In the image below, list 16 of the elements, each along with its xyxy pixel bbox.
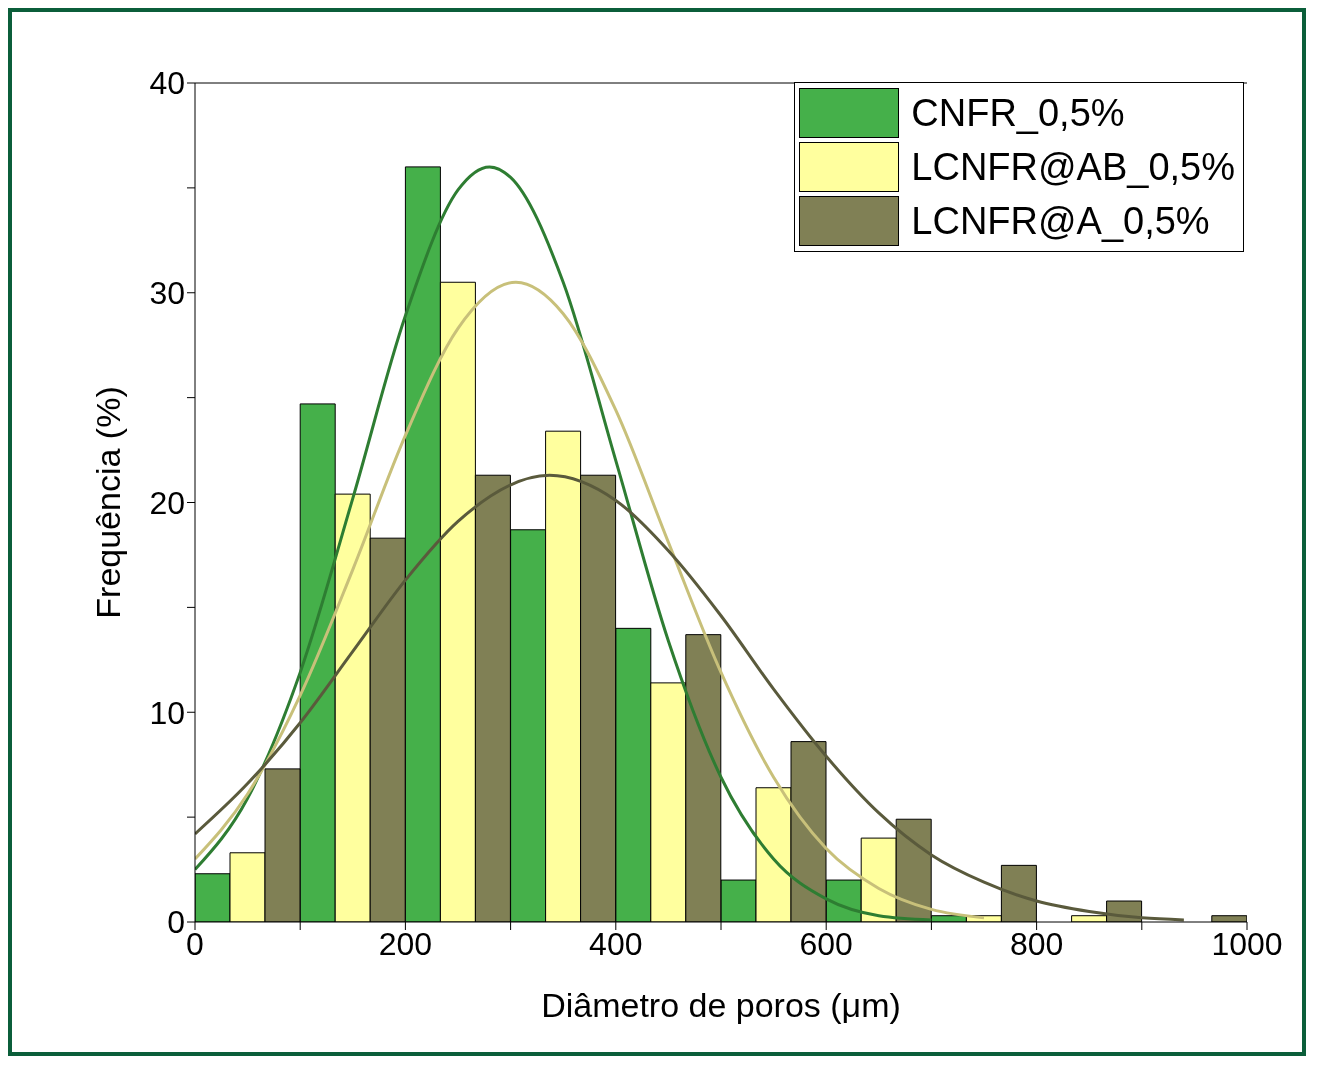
x-tick-label: 800: [1009, 925, 1064, 962]
x-tick-label: 400: [589, 925, 643, 962]
x-axis-title: Diâmetro de poros (μm): [541, 986, 901, 1024]
legend-label: LCNFR@A_0,5%: [911, 199, 1210, 243]
y-tick-label: 10: [149, 694, 185, 731]
legend-label: LCNFR@AB_0,5%: [911, 145, 1235, 189]
line-series: [195, 473, 1186, 922]
x-tick-label: 600: [799, 925, 853, 962]
y-tick-label: 20: [149, 484, 185, 521]
x-tick-label: 200: [378, 925, 433, 962]
y-tick-label: 30: [149, 275, 185, 312]
legend-label: CNFR_0,5%: [911, 91, 1125, 135]
y-axis-title: Frequência (%): [89, 386, 128, 619]
x-tick-label: 1000: [1211, 925, 1283, 962]
y-tick-label: 40: [149, 65, 185, 102]
frame-border: 0 200 400 600 800 1000 Diâmetro de poros (μm) 0 10 20 30 40 Frequência (%) CNFR_0,5% LCNFR@AB_0,5% LCNFR@A_0,5%: [8, 8, 1306, 1056]
